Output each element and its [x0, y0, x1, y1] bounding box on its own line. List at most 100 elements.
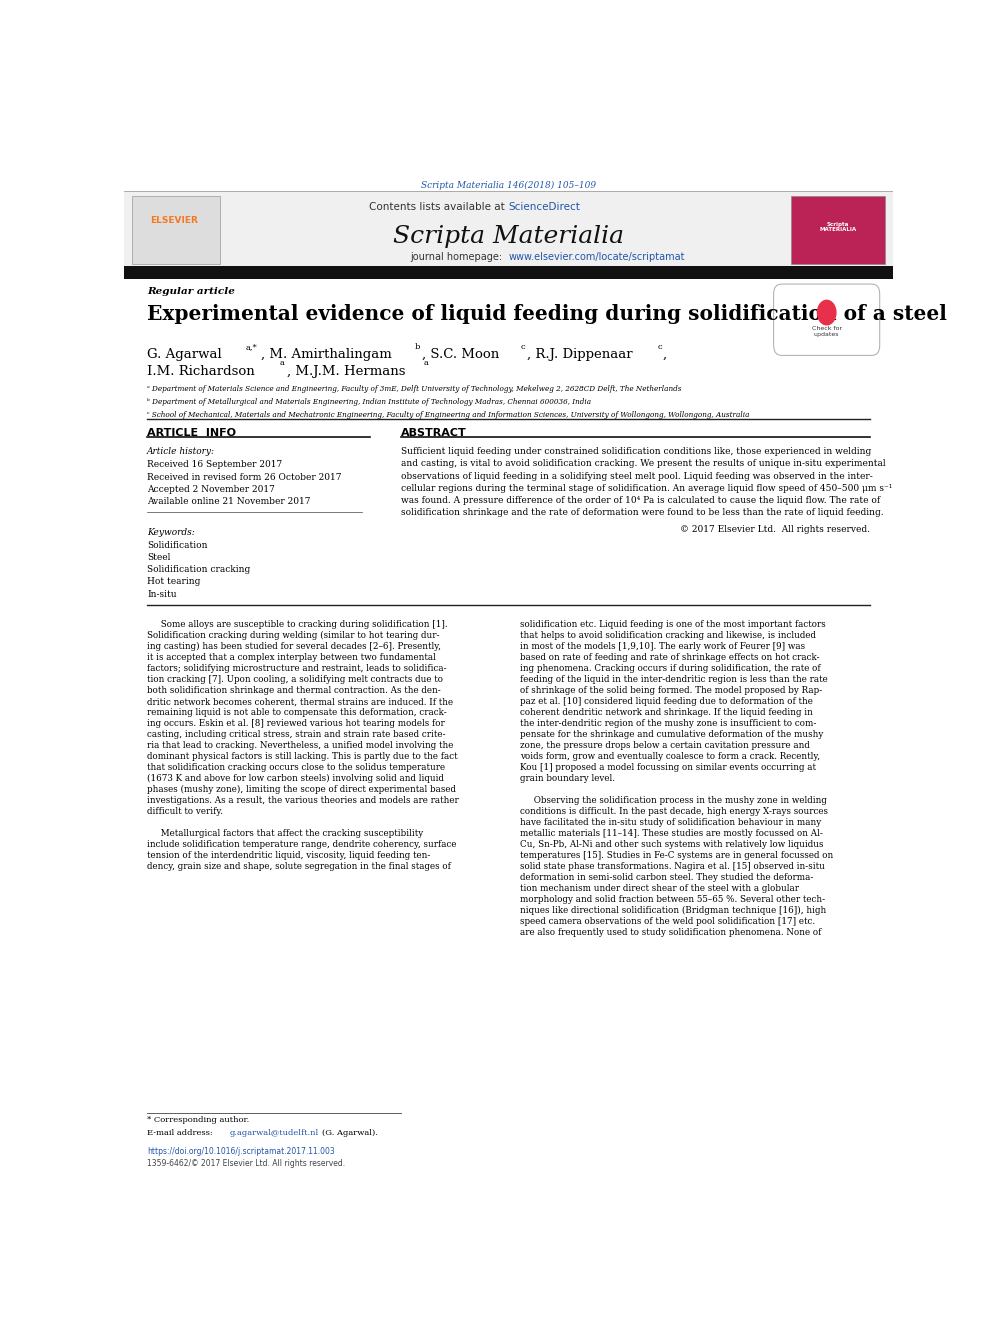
- Text: deformation in semi-solid carbon steel. They studied the deforma-: deformation in semi-solid carbon steel. …: [520, 873, 813, 882]
- Text: niques like directional solidification (Bridgman technique [16]), high: niques like directional solidification (…: [520, 906, 826, 916]
- Text: dritic network becomes coherent, thermal strains are induced. If the: dritic network becomes coherent, thermal…: [147, 697, 453, 706]
- Text: ,: ,: [663, 348, 667, 361]
- Text: ARTICLE  INFO: ARTICLE INFO: [147, 427, 236, 438]
- Text: tion cracking [7]. Upon cooling, a solidifying melt contracts due to: tion cracking [7]. Upon cooling, a solid…: [147, 675, 443, 684]
- Text: c: c: [521, 343, 526, 351]
- Text: observations of liquid feeding in a solidifying steel melt pool. Liquid feeding : observations of liquid feeding in a soli…: [401, 471, 873, 480]
- Text: © 2017 Elsevier Ltd.  All rights reserved.: © 2017 Elsevier Ltd. All rights reserved…: [680, 525, 870, 534]
- Text: tion mechanism under direct shear of the steel with a globular: tion mechanism under direct shear of the…: [520, 884, 799, 893]
- Text: solidification etc. Liquid feeding is one of the most important factors: solidification etc. Liquid feeding is on…: [520, 620, 825, 630]
- Text: have facilitated the in-situ study of solidification behaviour in many: have facilitated the in-situ study of so…: [520, 818, 821, 827]
- Text: a: a: [280, 360, 285, 368]
- Text: , R.J. Dippenaar: , R.J. Dippenaar: [527, 348, 633, 361]
- Text: I.M. Richardson: I.M. Richardson: [147, 365, 255, 377]
- Text: the inter-dendritic region of the mushy zone is insufficient to com-: the inter-dendritic region of the mushy …: [520, 720, 816, 728]
- Text: based on rate of feeding and rate of shrinkage effects on hot crack-: based on rate of feeding and rate of shr…: [520, 654, 819, 663]
- Text: temperatures [15]. Studies in Fe-C systems are in general focussed on: temperatures [15]. Studies in Fe-C syste…: [520, 851, 833, 860]
- Text: Article history:: Article history:: [147, 447, 215, 456]
- Text: that solidification cracking occurs close to the solidus temperature: that solidification cracking occurs clos…: [147, 763, 445, 773]
- Text: Solidification cracking during welding (similar to hot tearing dur-: Solidification cracking during welding (…: [147, 631, 439, 640]
- Text: ing phenomena. Cracking occurs if during solidification, the rate of: ing phenomena. Cracking occurs if during…: [520, 664, 820, 673]
- FancyBboxPatch shape: [792, 196, 885, 263]
- Text: ᵇ Department of Metallurgical and Materials Engineering, Indian Institute of Tec: ᵇ Department of Metallurgical and Materi…: [147, 398, 591, 406]
- Text: g.agarwal@tudelft.nl: g.agarwal@tudelft.nl: [230, 1129, 319, 1136]
- Text: paz et al. [10] considered liquid feeding due to deformation of the: paz et al. [10] considered liquid feedin…: [520, 697, 812, 706]
- Text: Observing the solidification process in the mushy zone in welding: Observing the solidification process in …: [520, 796, 826, 806]
- Text: morphology and solid fraction between 55–65 %. Several other tech-: morphology and solid fraction between 55…: [520, 896, 825, 905]
- Text: solidification shrinkage and the rate of deformation were found to be less than : solidification shrinkage and the rate of…: [401, 508, 884, 517]
- Text: ᵃ Department of Materials Science and Engineering, Faculty of 3mE, Delft Univers: ᵃ Department of Materials Science and En…: [147, 385, 682, 393]
- Text: , M. Amirthalingam: , M. Amirthalingam: [261, 348, 392, 361]
- Text: c: c: [658, 343, 663, 351]
- Text: cellular regions during the terminal stage of solidification. An average liquid : cellular regions during the terminal sta…: [401, 484, 892, 492]
- Text: casting, including critical stress, strain and strain rate based crite-: casting, including critical stress, stra…: [147, 730, 445, 740]
- Text: ᶜ School of Mechanical, Materials and Mechatronic Engineering, Faculty of Engine: ᶜ School of Mechanical, Materials and Me…: [147, 411, 750, 419]
- FancyBboxPatch shape: [124, 266, 893, 279]
- Text: 1359-6462/© 2017 Elsevier Ltd. All rights reserved.: 1359-6462/© 2017 Elsevier Ltd. All right…: [147, 1159, 345, 1168]
- Text: grain boundary level.: grain boundary level.: [520, 774, 615, 783]
- Text: Sufficient liquid feeding under constrained solidification conditions like, thos: Sufficient liquid feeding under constrai…: [401, 447, 871, 456]
- Text: Received 16 September 2017: Received 16 September 2017: [147, 460, 283, 470]
- Text: Received in revised form 26 October 2017: Received in revised form 26 October 2017: [147, 472, 341, 482]
- Text: journal homepage:: journal homepage:: [410, 253, 509, 262]
- Text: Keywords:: Keywords:: [147, 528, 194, 537]
- Text: Experimental evidence of liquid feeding during solidification of a steel: Experimental evidence of liquid feeding …: [147, 304, 947, 324]
- Circle shape: [817, 300, 836, 325]
- Text: that helps to avoid solidification cracking and likewise, is included: that helps to avoid solidification crack…: [520, 631, 816, 640]
- Text: ELSEVIER: ELSEVIER: [150, 216, 198, 225]
- Text: zone, the pressure drops below a certain cavitation pressure and: zone, the pressure drops below a certain…: [520, 741, 809, 750]
- Text: feeding of the liquid in the inter-dendritic region is less than the rate: feeding of the liquid in the inter-dendr…: [520, 675, 827, 684]
- Text: Accepted 2 November 2017: Accepted 2 November 2017: [147, 484, 275, 493]
- Text: both solidification shrinkage and thermal contraction. As the den-: both solidification shrinkage and therma…: [147, 687, 440, 696]
- Text: Contents lists available at: Contents lists available at: [369, 201, 509, 212]
- Text: remaining liquid is not able to compensate this deformation, crack-: remaining liquid is not able to compensa…: [147, 708, 446, 717]
- Text: dency, grain size and shape, solute segregation in the final stages of: dency, grain size and shape, solute segr…: [147, 863, 451, 872]
- Text: Available online 21 November 2017: Available online 21 November 2017: [147, 497, 310, 505]
- Text: ria that lead to cracking. Nevertheless, a unified model involving the: ria that lead to cracking. Nevertheless,…: [147, 741, 453, 750]
- Text: E-mail address:: E-mail address:: [147, 1129, 215, 1136]
- Text: in most of the models [1,9,10]. The early work of Feurer [9] was: in most of the models [1,9,10]. The earl…: [520, 642, 806, 651]
- Text: Scripta
MATERIALIA: Scripta MATERIALIA: [819, 222, 857, 233]
- Text: a,*: a,*: [245, 343, 257, 351]
- Text: investigations. As a result, the various theories and models are rather: investigations. As a result, the various…: [147, 796, 459, 806]
- Text: ScienceDirect: ScienceDirect: [509, 201, 580, 212]
- Text: ing casting) has been studied for several decades [2–6]. Presently,: ing casting) has been studied for severa…: [147, 642, 441, 651]
- Text: metallic materials [11–14]. These studies are mostly focussed on Al-: metallic materials [11–14]. These studie…: [520, 830, 822, 839]
- Text: Metallurgical factors that affect the cracking susceptibility: Metallurgical factors that affect the cr…: [147, 830, 424, 839]
- Text: * Corresponding author.: * Corresponding author.: [147, 1117, 249, 1125]
- Text: Kou [1] proposed a model focussing on similar events occurring at: Kou [1] proposed a model focussing on si…: [520, 763, 816, 773]
- Text: Solidification: Solidification: [147, 541, 207, 550]
- Text: Steel: Steel: [147, 553, 171, 562]
- Text: (G. Agarwal).: (G. Agarwal).: [322, 1129, 378, 1136]
- Text: , S.C. Moon: , S.C. Moon: [423, 348, 500, 361]
- Text: of shrinkage of the solid being formed. The model proposed by Rap-: of shrinkage of the solid being formed. …: [520, 687, 822, 696]
- Text: ABSTRACT: ABSTRACT: [401, 427, 466, 438]
- Text: a: a: [424, 360, 429, 368]
- Text: Check for
updates: Check for updates: [811, 325, 842, 336]
- Text: (1673 K and above for low carbon steels) involving solid and liquid: (1673 K and above for low carbon steels)…: [147, 774, 444, 783]
- Text: Solidification cracking: Solidification cracking: [147, 565, 250, 574]
- Text: include solidification temperature range, dendrite coherency, surface: include solidification temperature range…: [147, 840, 456, 849]
- Text: , M.J.M. Hermans: , M.J.M. Hermans: [287, 365, 406, 377]
- Text: coherent dendritic network and shrinkage. If the liquid feeding in: coherent dendritic network and shrinkage…: [520, 708, 812, 717]
- Text: G. Agarwal: G. Agarwal: [147, 348, 222, 361]
- Text: was found. A pressure difference of the order of 10⁴ Pa is calculated to cause t: was found. A pressure difference of the …: [401, 496, 880, 505]
- Text: Cu, Sn-Pb, Al-Ni and other such systems with relatively low liquidus: Cu, Sn-Pb, Al-Ni and other such systems …: [520, 840, 823, 849]
- Text: In-situ: In-situ: [147, 590, 177, 599]
- Text: Hot tearing: Hot tearing: [147, 577, 200, 586]
- Text: Regular article: Regular article: [147, 287, 235, 296]
- Text: https://doi.org/10.1016/j.scriptamat.2017.11.003: https://doi.org/10.1016/j.scriptamat.201…: [147, 1147, 335, 1156]
- Text: b: b: [415, 343, 420, 351]
- Text: factors; solidifying microstructure and restraint, leads to solidifica-: factors; solidifying microstructure and …: [147, 664, 446, 673]
- Text: are also frequently used to study solidification phenomena. None of: are also frequently used to study solidi…: [520, 929, 821, 937]
- Text: Scripta Materialia: Scripta Materialia: [393, 225, 624, 247]
- Text: conditions is difficult. In the past decade, high energy X-rays sources: conditions is difficult. In the past dec…: [520, 807, 828, 816]
- Text: speed camera observations of the weld pool solidification [17] etc.: speed camera observations of the weld po…: [520, 917, 815, 926]
- Text: it is accepted that a complex interplay between two fundamental: it is accepted that a complex interplay …: [147, 654, 435, 663]
- FancyBboxPatch shape: [124, 192, 893, 266]
- Text: voids form, grow and eventually coalesce to form a crack. Recently,: voids form, grow and eventually coalesce…: [520, 753, 820, 761]
- FancyBboxPatch shape: [774, 284, 880, 356]
- Text: tension of the interdendritic liquid, viscosity, liquid feeding ten-: tension of the interdendritic liquid, vi…: [147, 851, 431, 860]
- Text: pensate for the shrinkage and cumulative deformation of the mushy: pensate for the shrinkage and cumulative…: [520, 730, 823, 740]
- Text: Scripta Materialia 146(2018) 105–109: Scripta Materialia 146(2018) 105–109: [421, 181, 596, 191]
